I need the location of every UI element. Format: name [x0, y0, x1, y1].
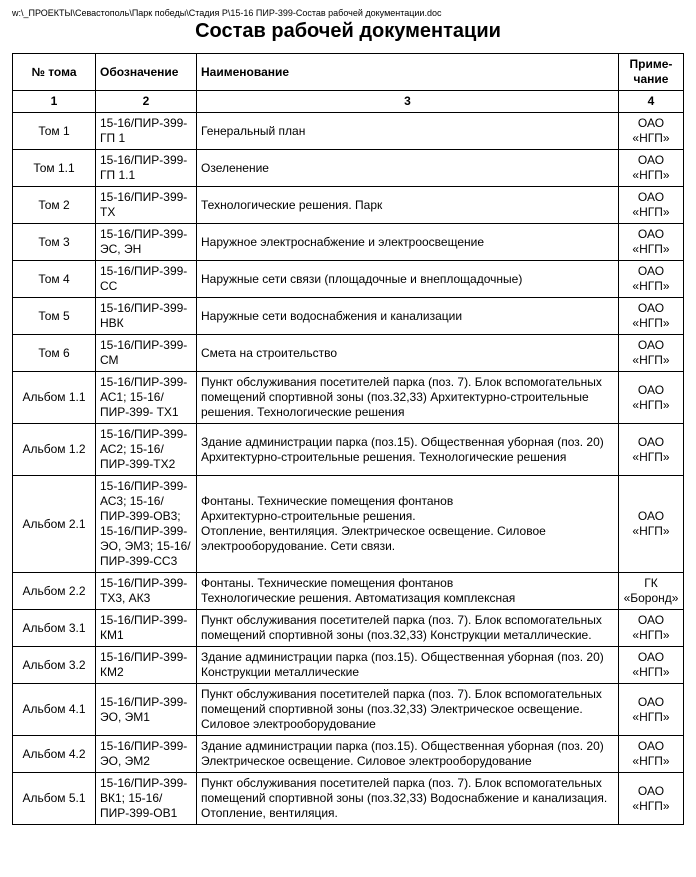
cell-volume-number: Альбом 3.1 [13, 610, 96, 647]
cell-note: ОАО «НГП» [619, 335, 684, 372]
cell-volume-number: Альбом 1.2 [13, 424, 96, 476]
cell-name: Здание администрации парка (поз.15). Общ… [197, 736, 619, 773]
cell-volume-number: Том 4 [13, 261, 96, 298]
cell-name: Здание администрации парка (поз.15). Общ… [197, 424, 619, 476]
header-note: Приме- чание [619, 54, 684, 91]
table-row: Альбом 5.115-16/ПИР-399-ВК1; 15-16/ПИР-3… [13, 773, 684, 825]
table-row: Альбом 3.215-16/ПИР-399-КМ2Здание админи… [13, 647, 684, 684]
cell-volume-number: Том 5 [13, 298, 96, 335]
colnum-4: 4 [619, 91, 684, 113]
cell-note: ОАО «НГП» [619, 773, 684, 825]
cell-name: Наружное электроснабжение и электроосвещ… [197, 224, 619, 261]
cell-designation: 15-16/ПИР-399-НВК [96, 298, 197, 335]
cell-name: Фонтаны. Технические помещения фонтанов … [197, 476, 619, 573]
cell-note: ОАО «НГП» [619, 424, 684, 476]
cell-designation: 15-16/ПИР-399-ВК1; 15-16/ПИР-399-ОВ1 [96, 773, 197, 825]
cell-name: Пункт обслуживания посетителей парка (по… [197, 773, 619, 825]
cell-volume-number: Альбом 3.2 [13, 647, 96, 684]
cell-designation: 15-16/ПИР-399-АС3; 15-16/ПИР-399-ОВ3; 15… [96, 476, 197, 573]
cell-note: ОАО «НГП» [619, 224, 684, 261]
cell-designation: 15-16/ПИР-399-ЭС, ЭН [96, 224, 197, 261]
cell-volume-number: Том 1.1 [13, 150, 96, 187]
cell-designation: 15-16/ПИР-399- АС1; 15-16/ПИР-399- ТХ1 [96, 372, 197, 424]
cell-name: Пункт обслуживания посетителей парка (по… [197, 684, 619, 736]
header-name: Наименование [197, 54, 619, 91]
table-row: Альбом 2.115-16/ПИР-399-АС3; 15-16/ПИР-3… [13, 476, 684, 573]
cell-volume-number: Альбом 4.1 [13, 684, 96, 736]
cell-designation: 15-16/ПИР-399-СС [96, 261, 197, 298]
table-row: Том 215-16/ПИР-399-ТХТехнологические реш… [13, 187, 684, 224]
cell-designation: 15-16/ПИР-399-ЭО, ЭМ2 [96, 736, 197, 773]
cell-note: ОАО «НГП» [619, 736, 684, 773]
cell-note: ОАО «НГП» [619, 187, 684, 224]
cell-designation: 15-16/ПИР-399-ТХ3, АК3 [96, 573, 197, 610]
table-row: Альбом 1.115-16/ПИР-399- АС1; 15-16/ПИР-… [13, 372, 684, 424]
cell-note: ОАО «НГП» [619, 261, 684, 298]
cell-note: ОАО «НГП» [619, 610, 684, 647]
column-number-row: 1 2 3 4 [13, 91, 684, 113]
cell-designation: 15-16/ПИР-399-ТХ [96, 187, 197, 224]
cell-name: Наружные сети связи (площадочные и внепл… [197, 261, 619, 298]
composition-table: № тома Обозначение Наименование Приме- ч… [12, 53, 684, 825]
cell-designation: 15-16/ПИР-399-КМ1 [96, 610, 197, 647]
cell-name: Фонтаны. Технические помещения фонтанов … [197, 573, 619, 610]
table-row: Том 515-16/ПИР-399-НВКНаружные сети водо… [13, 298, 684, 335]
cell-name: Технологические решения. Парк [197, 187, 619, 224]
cell-name: Озеленение [197, 150, 619, 187]
cell-name: Пункт обслуживания посетителей парка (по… [197, 372, 619, 424]
cell-volume-number: Том 6 [13, 335, 96, 372]
cell-note: ОАО «НГП» [619, 476, 684, 573]
cell-volume-number: Том 3 [13, 224, 96, 261]
cell-designation: 15-16/ПИР-399-ГП 1.1 [96, 150, 197, 187]
cell-name: Наружные сети водоснабжения и канализаци… [197, 298, 619, 335]
cell-designation: 15-16/ПИР-399-ЭО, ЭМ1 [96, 684, 197, 736]
cell-note: ГК «Боронд» [619, 573, 684, 610]
cell-volume-number: Альбом 5.1 [13, 773, 96, 825]
cell-volume-number: Альбом 1.1 [13, 372, 96, 424]
file-path: w:\_ПРОЕКТЫ\Севастополь\Парк победы\Стад… [12, 8, 684, 18]
cell-name: Смета на строительство [197, 335, 619, 372]
header-designation: Обозначение [96, 54, 197, 91]
cell-designation: 15-16/ПИР-399-АС2; 15-16/ПИР-399-ТХ2 [96, 424, 197, 476]
cell-note: ОАО «НГП» [619, 150, 684, 187]
table-row: Альбом 3.115-16/ПИР-399-КМ1Пункт обслужи… [13, 610, 684, 647]
cell-designation: 15-16/ПИР-399-КМ2 [96, 647, 197, 684]
table-row: Том 615-16/ПИР-399-СМСмета на строительс… [13, 335, 684, 372]
cell-note: ОАО «НГП» [619, 113, 684, 150]
cell-volume-number: Альбом 4.2 [13, 736, 96, 773]
cell-name: Здание администрации парка (поз.15). Общ… [197, 647, 619, 684]
table-row: Том 415-16/ПИР-399-ССНаружные сети связи… [13, 261, 684, 298]
table-row: Альбом 4.115-16/ПИР-399-ЭО, ЭМ1Пункт обс… [13, 684, 684, 736]
table-row: Том 315-16/ПИР-399-ЭС, ЭННаружное электр… [13, 224, 684, 261]
cell-note: ОАО «НГП» [619, 298, 684, 335]
cell-name: Пункт обслуживания посетителей парка (по… [197, 610, 619, 647]
table-row: Альбом 1.215-16/ПИР-399-АС2; 15-16/ПИР-3… [13, 424, 684, 476]
cell-volume-number: Альбом 2.2 [13, 573, 96, 610]
header-row: № тома Обозначение Наименование Приме- ч… [13, 54, 684, 91]
table-row: Альбом 2.215-16/ПИР-399-ТХ3, АК3Фонтаны.… [13, 573, 684, 610]
header-volume-number: № тома [13, 54, 96, 91]
document-title: Состав рабочей документации [12, 20, 684, 43]
table-row: Том 115-16/ПИР-399-ГП 1Генеральный планО… [13, 113, 684, 150]
cell-designation: 15-16/ПИР-399-СМ [96, 335, 197, 372]
cell-volume-number: Том 2 [13, 187, 96, 224]
cell-note: ОАО «НГП» [619, 647, 684, 684]
colnum-2: 2 [96, 91, 197, 113]
cell-note: ОАО «НГП» [619, 372, 684, 424]
cell-volume-number: Альбом 2.1 [13, 476, 96, 573]
colnum-1: 1 [13, 91, 96, 113]
cell-designation: 15-16/ПИР-399-ГП 1 [96, 113, 197, 150]
colnum-3: 3 [197, 91, 619, 113]
cell-volume-number: Том 1 [13, 113, 96, 150]
cell-name: Генеральный план [197, 113, 619, 150]
table-row: Альбом 4.215-16/ПИР-399-ЭО, ЭМ2Здание ад… [13, 736, 684, 773]
table-row: Том 1.115-16/ПИР-399-ГП 1.1ОзеленениеОАО… [13, 150, 684, 187]
cell-note: ОАО «НГП» [619, 684, 684, 736]
